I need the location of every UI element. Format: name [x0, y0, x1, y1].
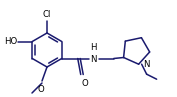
- Text: O: O: [81, 78, 88, 87]
- Text: Cl: Cl: [43, 10, 51, 19]
- Text: H: H: [90, 43, 97, 52]
- Text: N: N: [143, 60, 149, 69]
- Text: O: O: [38, 85, 44, 94]
- Text: HO: HO: [4, 37, 17, 46]
- Text: N: N: [90, 55, 97, 64]
